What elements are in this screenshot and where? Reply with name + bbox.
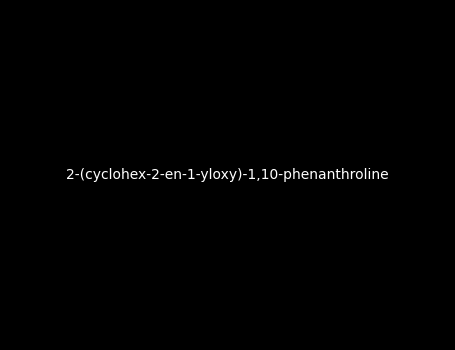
Text: 2-(cyclohex-2-en-1-yloxy)-1,10-phenanthroline: 2-(cyclohex-2-en-1-yloxy)-1,10-phenanthr…: [66, 168, 389, 182]
